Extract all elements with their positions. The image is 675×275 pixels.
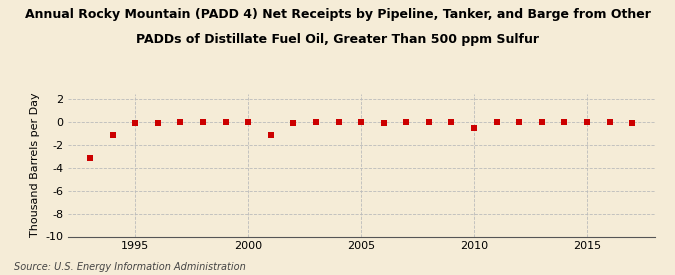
Point [604, 120, 615, 124]
Point [175, 120, 186, 124]
Point [310, 120, 321, 124]
Point [401, 120, 412, 124]
Point [537, 120, 547, 124]
Point [288, 121, 299, 125]
Point [514, 120, 524, 124]
Y-axis label: Thousand Barrels per Day: Thousand Barrels per Day [30, 93, 40, 237]
Point [627, 121, 638, 125]
Text: Annual Rocky Mountain (PADD 4) Net Receipts by Pipeline, Tanker, and Barge from : Annual Rocky Mountain (PADD 4) Net Recei… [24, 8, 651, 21]
Point [378, 121, 389, 125]
Point [130, 121, 140, 125]
Point [468, 126, 479, 130]
Text: PADDs of Distillate Fuel Oil, Greater Than 500 ppm Sulfur: PADDs of Distillate Fuel Oil, Greater Th… [136, 33, 539, 46]
Point [198, 120, 209, 124]
Point [582, 120, 593, 124]
Point [153, 121, 163, 125]
Point [333, 120, 344, 124]
Point [107, 133, 118, 137]
Point [265, 133, 276, 137]
Point [423, 120, 434, 124]
Point [84, 155, 95, 160]
Point [491, 120, 502, 124]
Point [220, 120, 231, 124]
Point [356, 120, 367, 124]
Point [243, 120, 254, 124]
Text: Source: U.S. Energy Information Administration: Source: U.S. Energy Information Administ… [14, 262, 245, 272]
Point [446, 120, 457, 124]
Point [559, 120, 570, 124]
